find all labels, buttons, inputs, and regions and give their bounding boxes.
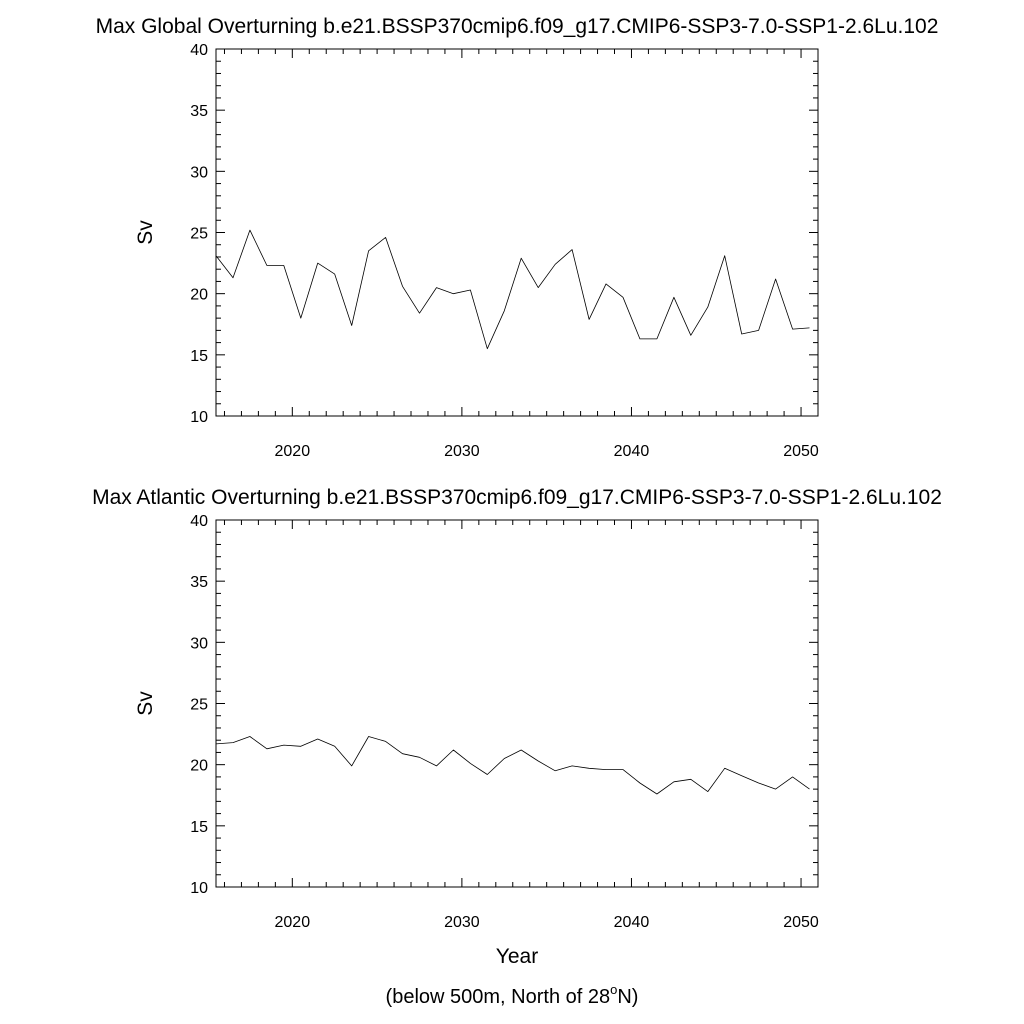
x-tick-label: 2030 <box>444 914 480 931</box>
y-tick-label: 40 <box>190 42 208 59</box>
y-axis-label: Sv <box>134 691 157 716</box>
caption-suffix: N) <box>617 986 638 1008</box>
y-tick-label: 10 <box>190 409 208 426</box>
y-tick-label: 10 <box>190 880 208 897</box>
y-tick-label: 25 <box>190 697 208 714</box>
x-tick-label: 2020 <box>275 914 311 931</box>
chart-title: Max Atlantic Overturning b.e21.BSSP370cm… <box>92 486 942 509</box>
global-overturning-panel: Max Global Overturning b.e21.BSSP370cmip… <box>96 15 939 460</box>
y-tick-label: 35 <box>190 574 208 591</box>
x-tick-label: 2050 <box>783 914 819 931</box>
series-line <box>215 229 810 350</box>
chart-title: Max Global Overturning b.e21.BSSP370cmip… <box>96 15 939 38</box>
y-tick-label: 25 <box>190 226 208 243</box>
series-line <box>215 736 810 795</box>
x-tick-label: 2040 <box>614 914 650 931</box>
y-tick-label: 30 <box>190 635 208 652</box>
atlantic-overturning-panel: Max Atlantic Overturning b.e21.BSSP370cm… <box>92 486 942 968</box>
y-tick-label: 30 <box>190 164 208 181</box>
y-axis-label: Sv <box>134 220 157 245</box>
caption-prefix: (below 500m, North of 28 <box>386 986 611 1008</box>
x-tick-label: 2050 <box>783 443 819 460</box>
y-tick-label: 20 <box>190 758 208 775</box>
y-tick-label: 15 <box>190 348 208 365</box>
plot-frame <box>215 48 819 417</box>
y-tick-label: 15 <box>190 819 208 836</box>
plot-frame <box>215 519 819 888</box>
figure-caption: (below 500m, North of 28oN) <box>386 982 639 1008</box>
caption-superscript: o <box>610 982 617 997</box>
y-tick-label: 40 <box>190 513 208 530</box>
x-tick-label: 2040 <box>614 443 650 460</box>
x-tick-label: 2030 <box>444 443 480 460</box>
y-tick-label: 20 <box>190 287 208 304</box>
x-tick-label: 2020 <box>275 443 311 460</box>
y-tick-label: 35 <box>190 103 208 120</box>
x-axis-label: Year <box>496 945 538 968</box>
